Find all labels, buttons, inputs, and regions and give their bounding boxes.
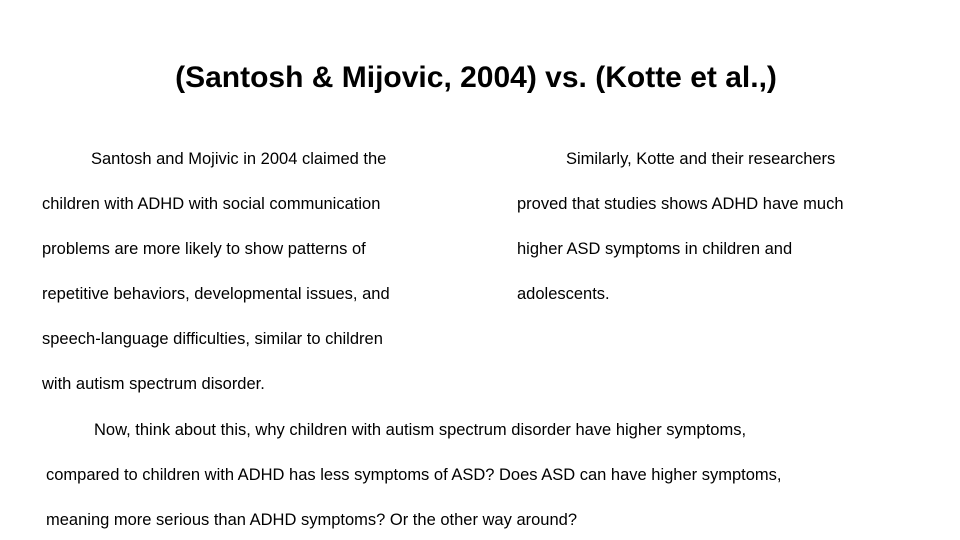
right-paragraph-line: adolescents.: [517, 285, 610, 303]
left-paragraph-line: children with ADHD with social communica…: [42, 195, 381, 213]
bottom-paragraph-line: meaning more serious than ADHD symptoms?…: [46, 511, 577, 529]
bottom-paragraph-line: Now, think about this, why children with…: [94, 421, 747, 439]
left-paragraph-line: Santosh and Mojivic in 2004 claimed the: [91, 150, 387, 168]
bottom-paragraph-line: compared to children with ADHD has less …: [46, 466, 782, 484]
left-paragraph-line: speech-language difficulties, similar to…: [42, 330, 383, 348]
left-paragraph-line: repetitive behaviors, developmental issu…: [42, 285, 390, 303]
right-paragraph-line: Similarly, Kotte and their researchers: [566, 150, 836, 168]
right-paragraph-line: proved that studies shows ADHD have much: [517, 195, 844, 213]
slide-title: (Santosh & Mijovic, 2004) vs. (Kotte et …: [175, 61, 777, 94]
left-paragraph-line: with autism spectrum disorder.: [42, 375, 265, 393]
left-paragraph-line: problems are more likely to show pattern…: [42, 240, 366, 258]
right-paragraph-line: higher ASD symptoms in children and: [517, 240, 793, 258]
